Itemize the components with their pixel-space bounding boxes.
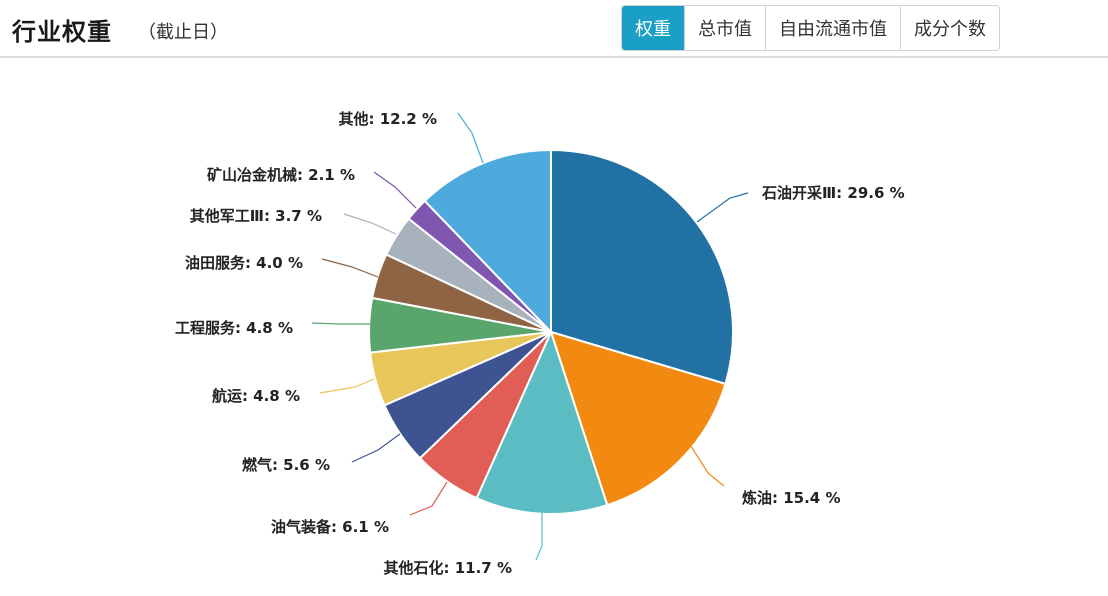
leader-line xyxy=(319,378,375,394)
slice-label: 炼油: 15.4 % xyxy=(742,489,840,507)
leader-line xyxy=(373,171,417,209)
leader-line xyxy=(321,258,379,278)
slice-labels: 石油开采Ⅲ: 29.6 % 炼油: 15.4 % 其他石化: 11.7 % 油气装备:… xyxy=(175,110,905,577)
label-leader-lines xyxy=(311,112,749,561)
slice-label: 油田服务: 4.0 % xyxy=(185,254,303,272)
tab-weight[interactable]: 权重 xyxy=(622,6,684,50)
pie-chart-svg: 石油开采Ⅲ: 29.6 % 炼油: 15.4 % 其他石化: 11.7 % 油气装备:… xyxy=(175,110,905,577)
slice-label: 工程服务: 4.8 % xyxy=(175,319,293,337)
pie-slice[interactable] xyxy=(475,329,609,515)
slice-label: 燃气: 5.6 % xyxy=(242,456,330,474)
leader-line xyxy=(696,192,749,223)
industry-weight-pie-chart: 石油开采Ⅲ: 29.6 % 炼油: 15.4 % 其他石化: 11.7 % 油气装备:… xyxy=(0,60,1108,592)
slice-label: 其他石化: 11.7 % xyxy=(384,559,512,577)
leader-line xyxy=(351,433,401,463)
page-title: 行业权重 xyxy=(12,18,112,46)
slice-label: 油气装备: 6.1 % xyxy=(271,518,389,536)
metric-tab-group: 权重 总市值 自由流通市值 成分个数 xyxy=(621,5,1000,51)
pie-slice[interactable] xyxy=(550,148,734,386)
pie-slice[interactable] xyxy=(423,148,552,335)
pie-slice[interactable] xyxy=(549,330,727,507)
leader-line xyxy=(535,512,543,561)
tab-total-market-cap[interactable]: 总市值 xyxy=(684,6,765,50)
leader-line xyxy=(409,481,448,516)
leader-line xyxy=(457,112,484,164)
slice-label: 其他: 12.2 % xyxy=(339,110,437,128)
slice-label: 其他军工Ⅲ: 3.7 % xyxy=(190,207,322,225)
tab-free-float-market-cap[interactable]: 自由流通市值 xyxy=(765,6,900,50)
panel-header: 行业权重 （截止日） 权重 总市值 自由流通市值 成分个数 xyxy=(0,0,1108,58)
slice-label: 矿山冶金机械: 2.1 % xyxy=(207,166,355,184)
leader-line xyxy=(311,322,370,325)
date-subtitle: （截止日） xyxy=(138,22,228,43)
tab-constituent-count[interactable]: 成分个数 xyxy=(900,6,999,50)
leader-line xyxy=(343,213,397,235)
slice-label: 航运: 4.8 % xyxy=(212,387,300,405)
slice-label: 石油开采Ⅲ: 29.6 % xyxy=(761,184,905,202)
leader-line xyxy=(681,431,725,487)
pie-slices xyxy=(368,148,734,515)
